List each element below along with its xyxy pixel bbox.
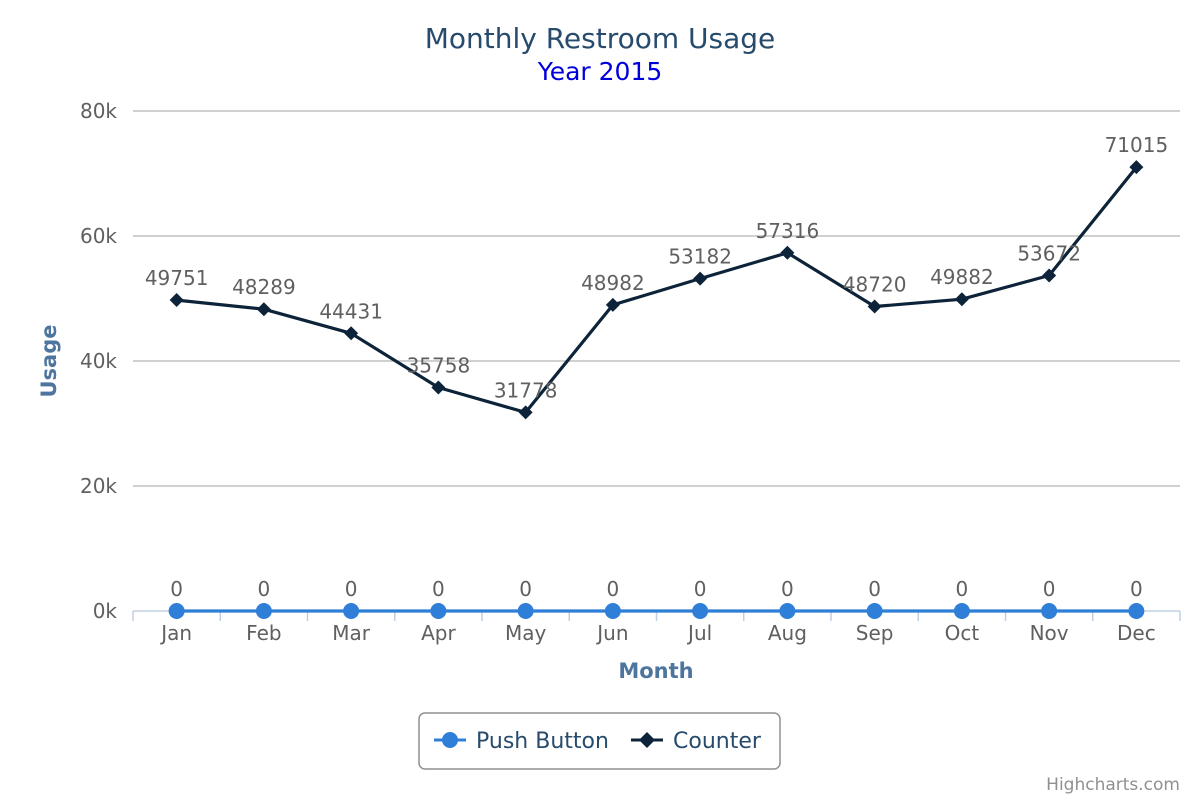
point-push-button-jun [604,603,621,619]
y-tick-label-20k: 20k [80,474,117,498]
y-tick-label-40k: 40k [80,349,117,373]
data-label-push-button-dec: 0 [1130,577,1143,601]
data-label-push-button-jan: 0 [170,577,183,601]
point-push-button-sep [866,603,883,619]
series-push-button: 0 0 0 0 0 0 0 0 0 0 0 0 [168,577,1145,619]
point-push-button-jul [692,603,709,619]
x-tick-label-jul: Jul [686,621,712,645]
legend-item-counter[interactable]: Counter [631,729,762,754]
series-line-counter [176,166,1138,414]
point-counter-nov [1042,268,1057,283]
x-axis-title: Month [618,659,693,683]
x-tick-label-jan: Jan [159,621,192,645]
y-tick-label-60k: 60k [80,224,117,248]
point-push-button-jan [168,603,185,619]
data-label-push-button-feb: 0 [258,577,271,601]
point-counter-apr [431,380,446,395]
point-counter-dec [1129,160,1144,175]
x-tick-label-feb: Feb [246,621,281,645]
y-axis: 0k 20k 40k 60k 80k [80,99,117,623]
x-tick-label-sep: Sep [856,621,894,645]
series-counter: 49751 48289 44431 35758 31778 48982 53182 57316… [145,133,1169,420]
x-tick-label-may: May [505,621,547,645]
point-counter-oct [954,292,969,307]
point-counter-jul [693,271,708,286]
legend: Push Button Counter [418,712,781,770]
x-tick-label-jun: Jun [595,621,628,645]
legend-counter-marker [639,732,655,748]
data-label-push-button-oct: 0 [956,577,969,601]
data-label-counter-mar: 44431 [319,299,383,323]
data-label-push-button-jun: 0 [607,577,620,601]
y-axis-title: Usage [37,325,61,398]
data-label-push-button-jul: 0 [694,577,707,601]
point-push-button-nov [1041,603,1058,619]
point-push-button-feb [255,603,272,619]
data-label-counter-jul: 53182 [668,245,732,269]
data-label-counter-jun: 48982 [581,271,645,295]
x-tick-label-mar: Mar [332,621,371,645]
data-label-push-button-aug: 0 [781,577,794,601]
x-axis: Jan Feb Mar Apr May Jun Jul Aug Sep Oct Nov Dec [132,610,1181,645]
data-label-push-button-nov: 0 [1043,577,1056,601]
legend-box [418,712,781,770]
data-label-counter-apr: 35758 [407,354,471,378]
series-layer: 0 0 0 0 0 0 0 0 0 0 0 0 49751 48289 44431 35758 31778 489… [145,133,1168,619]
legend-counter-label: Counter [673,729,762,754]
legend-push-button-label: Push Button [476,729,609,754]
point-counter-mar [344,326,359,341]
x-tick-label-nov: Nov [1030,621,1069,645]
data-label-push-button-sep: 0 [868,577,881,601]
data-label-counter-dec: 71015 [1105,133,1169,157]
x-tick-label-apr: Apr [421,621,456,645]
data-label-counter-aug: 57316 [756,219,820,243]
y-tick-label-0k: 0k [93,599,118,623]
point-push-button-mar [343,603,360,619]
y-tick-label-80k: 80k [80,99,117,123]
x-tick-label-oct: Oct [945,621,980,645]
data-label-counter-sep: 48720 [843,273,907,297]
point-counter-sep [867,299,882,314]
point-counter-feb [256,302,271,317]
point-push-button-oct [953,603,970,619]
point-counter-may [518,405,533,420]
data-label-push-button-mar: 0 [345,577,358,601]
data-label-counter-oct: 49882 [930,265,994,289]
data-label-counter-nov: 53672 [1017,242,1081,266]
x-tick-label-dec: Dec [1117,621,1156,645]
x-tick-label-aug: Aug [768,621,807,645]
data-label-push-button-apr: 0 [432,577,445,601]
point-push-button-dec [1128,603,1145,619]
point-push-button-apr [430,603,447,619]
point-push-button-aug [779,603,796,619]
data-label-counter-jan: 49751 [145,266,209,290]
data-label-counter-may: 31778 [494,378,558,402]
credits-link[interactable]: Highcharts.com [1046,775,1180,795]
point-counter-aug [780,245,795,260]
point-counter-jun [605,297,620,312]
grid-lines [133,110,1180,487]
legend-item-push-button[interactable]: Push Button [434,729,609,754]
chart-title: Monthly Restroom Usage [425,22,776,55]
legend-push-button-marker [442,732,458,748]
data-label-counter-feb: 48289 [232,275,296,299]
point-push-button-may [517,603,534,619]
point-counter-jan [169,293,184,308]
data-label-push-button-may: 0 [519,577,532,601]
chart-subtitle: Year 2015 [537,57,663,86]
